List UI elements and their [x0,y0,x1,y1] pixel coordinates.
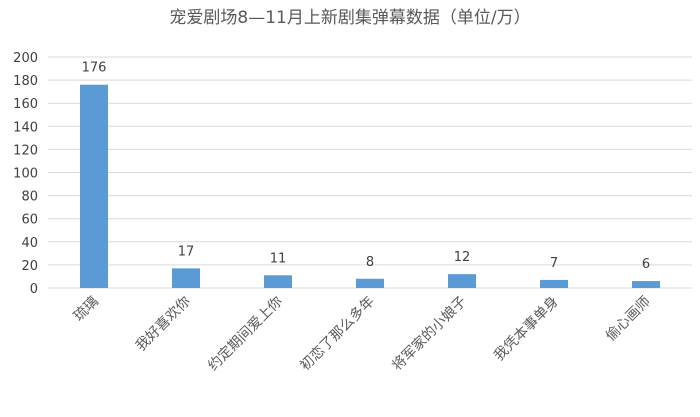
y-tick-label: 100 [13,167,38,182]
y-tick-label: 200 [13,51,38,66]
bar [632,281,660,288]
data-label: 7 [550,256,558,271]
data-label: 176 [82,61,107,76]
x-tick-label: 约定期间爱上你 [205,294,286,375]
bar [264,275,292,288]
bar [540,279,568,288]
bar [80,84,108,288]
data-label: 6 [642,257,650,272]
y-axis: 0 20 40 60 80 100 120 140 160 180 200 [13,51,38,297]
x-tick-label: 我凭本事单身 [491,294,562,365]
data-label: 12 [454,250,471,265]
x-tick-label: 偷心画师 [603,294,654,345]
data-label: 17 [178,244,195,259]
bar [356,278,384,288]
bars [80,84,660,288]
chart-title: 宠爱剧场8—11月上新剧集弹幕数据（单位/万） [169,8,530,28]
data-labels: 176 17 11 8 12 7 6 [82,61,651,272]
y-tick-label: 40 [21,236,38,251]
x-tick-label: 我好喜欢你 [133,294,194,355]
y-tick-label: 120 [13,143,38,158]
data-label: 11 [270,251,287,266]
bar [448,274,476,288]
y-tick-label: 140 [13,120,38,135]
gridlines [48,56,692,289]
y-tick-label: 160 [13,97,38,112]
x-tick-label: 琉璃 [70,293,102,325]
x-axis: 琉璃 我好喜欢你 约定期间爱上你 初恋了那么多年 将军家的小娘子 我凭本事单身 偷心画师 [70,293,654,374]
x-tick-label: 将军家的小娘子 [389,293,470,374]
bar [172,268,200,288]
y-tick-label: 80 [21,190,38,205]
y-tick-label: 20 [21,259,38,274]
y-tick-label: 0 [30,282,38,297]
x-tick-label: 初恋了那么多年 [297,293,378,374]
data-label: 8 [366,255,374,270]
y-tick-label: 60 [21,213,38,228]
y-tick-label: 180 [13,74,38,89]
